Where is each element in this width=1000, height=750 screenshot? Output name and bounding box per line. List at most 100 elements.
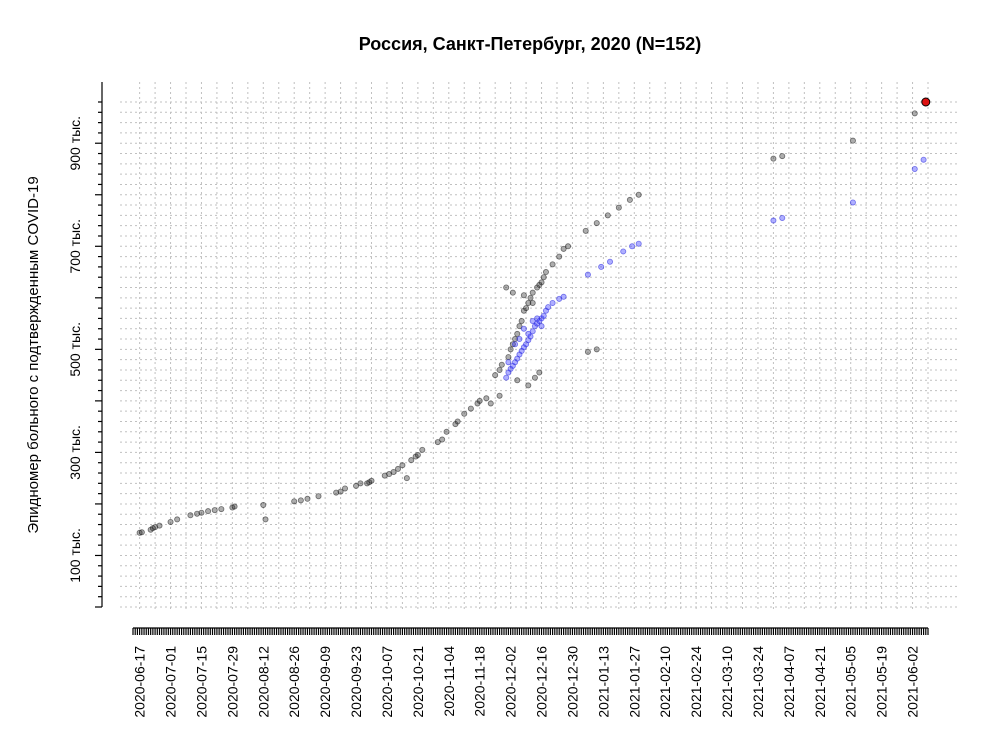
data-point xyxy=(419,446,426,453)
data-point xyxy=(525,330,532,337)
data-point xyxy=(549,299,556,306)
data-point xyxy=(514,330,521,337)
y-tick-label: 700 тыс. xyxy=(67,219,83,274)
axes: 100 тыс. 300 тыс. 500 тыс. 700 тыс. 900 тыс.… xyxy=(67,82,929,718)
data-point xyxy=(529,318,536,325)
x-tick-label: 2020-08-12 xyxy=(255,646,271,718)
data-point xyxy=(198,509,205,516)
data-point xyxy=(523,305,530,312)
data-point xyxy=(394,465,401,472)
data-point xyxy=(205,508,212,515)
grid xyxy=(120,82,958,610)
x-tick-label: 2021-03-10 xyxy=(719,646,735,718)
data-point xyxy=(770,155,777,162)
data-point xyxy=(584,271,591,278)
data-point xyxy=(549,261,556,268)
data-point xyxy=(211,507,218,514)
data-point xyxy=(461,410,468,417)
data-point xyxy=(262,516,269,523)
data-point xyxy=(231,503,238,510)
y-tick-label: 500 тыс. xyxy=(67,322,83,377)
latest-point xyxy=(921,97,931,107)
data-point xyxy=(779,153,786,160)
data-point xyxy=(443,428,450,435)
x-tick-label: 2021-03-24 xyxy=(750,646,766,718)
x-tick-label: 2020-07-01 xyxy=(163,646,179,718)
data-point xyxy=(529,299,536,306)
data-point xyxy=(507,346,514,353)
x-tick-label: 2020-09-23 xyxy=(348,646,364,718)
x-tick-label: 2021-06-02 xyxy=(905,646,921,718)
x-tick-label: 2020-08-26 xyxy=(286,646,302,718)
data-point xyxy=(498,361,505,368)
data-point xyxy=(540,312,547,319)
x-tick-label: 2021-05-19 xyxy=(874,646,890,718)
data-point xyxy=(503,374,510,381)
data-point xyxy=(138,529,145,536)
x-tick-label: 2021-02-24 xyxy=(688,646,704,718)
data-point xyxy=(560,245,567,252)
data-point xyxy=(304,495,311,502)
data-point xyxy=(779,214,786,221)
x-tick-label: 2021-01-13 xyxy=(595,646,611,718)
data-point xyxy=(540,274,547,281)
data-point xyxy=(434,439,441,446)
x-tick-label: 2020-09-09 xyxy=(317,646,333,718)
data-point xyxy=(560,293,567,300)
data-point xyxy=(291,498,298,505)
data-point xyxy=(534,315,541,322)
data-point xyxy=(496,392,503,399)
data-point xyxy=(487,400,494,407)
data-point xyxy=(593,346,600,353)
points xyxy=(136,97,931,536)
data-point xyxy=(545,304,552,311)
data-point xyxy=(538,279,545,286)
data-point xyxy=(399,462,406,469)
data-point xyxy=(187,512,194,519)
data-point xyxy=(529,289,536,296)
data-point xyxy=(531,374,538,381)
data-point xyxy=(174,516,181,523)
data-point xyxy=(341,485,348,492)
data-point xyxy=(167,518,174,525)
data-point xyxy=(620,248,627,255)
x-tick-label: 2020-10-21 xyxy=(410,646,426,718)
x-tick-label: 2020-07-15 xyxy=(193,646,209,718)
data-point xyxy=(920,156,927,163)
data-point xyxy=(607,258,614,265)
data-point xyxy=(403,475,410,482)
y-axis-label: Эпидномер больного с подтвержденным COVI… xyxy=(25,176,42,533)
x-tick-label: 2020-11-18 xyxy=(472,646,488,717)
data-point xyxy=(598,263,605,270)
data-point xyxy=(565,243,572,250)
x-tick-label: 2020-12-02 xyxy=(503,646,519,718)
data-point xyxy=(593,220,600,227)
data-point xyxy=(512,341,519,348)
data-point xyxy=(368,477,375,484)
data-point xyxy=(505,354,512,361)
data-point xyxy=(260,501,267,508)
data-point xyxy=(584,348,591,355)
data-point xyxy=(518,318,525,325)
data-point xyxy=(357,480,364,487)
data-point xyxy=(337,488,344,495)
data-point xyxy=(520,325,527,332)
data-point xyxy=(516,336,523,343)
data-point xyxy=(439,436,446,443)
data-point xyxy=(467,405,474,412)
y-tick-label: 300 тыс. xyxy=(67,425,83,480)
data-point xyxy=(527,294,534,301)
data-point xyxy=(582,227,589,234)
data-point xyxy=(626,196,633,203)
data-point xyxy=(516,323,523,330)
chart-title: Россия, Санкт-Петербург, 2020 (N=152) xyxy=(359,34,702,54)
data-point xyxy=(538,323,545,330)
data-point xyxy=(476,397,483,404)
x-tick-label: 2021-02-10 xyxy=(657,646,673,718)
x-tick-label: 2020-12-16 xyxy=(534,646,550,718)
x-tick-label: 2021-05-05 xyxy=(843,646,859,718)
x-tick-label: 2021-04-21 xyxy=(812,646,828,718)
data-point xyxy=(509,289,516,296)
data-point xyxy=(615,204,622,211)
